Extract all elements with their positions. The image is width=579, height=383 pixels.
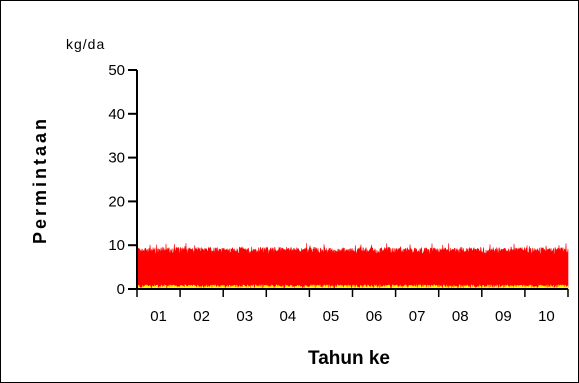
y-tick-label: 50 — [108, 62, 125, 79]
x-tick-label: 06 — [366, 308, 383, 325]
unit-label: kg/da — [66, 36, 105, 52]
x-tick-label: 07 — [409, 308, 426, 325]
y-tick-label: 20 — [108, 193, 125, 210]
x-ticks: 01 02 03 04 05 06 07 08 09 10 — [136, 289, 569, 325]
y-axis-title: Permintaan — [30, 116, 50, 244]
series-layer — [136, 243, 569, 291]
series-red — [136, 243, 569, 291]
y-ticks: 0 10 20 30 40 50 — [108, 62, 137, 298]
y-tick-label: 10 — [108, 237, 125, 254]
x-tick-label: 08 — [452, 308, 469, 325]
x-axis-title: Tahun ke — [308, 348, 390, 369]
x-tick-label: 02 — [193, 308, 210, 325]
y-tick-label: 30 — [108, 150, 125, 167]
x-tick-label: 09 — [495, 308, 512, 325]
y-tick-label: 0 — [117, 281, 125, 298]
x-tick-label: 03 — [236, 308, 253, 325]
x-tick-label: 01 — [150, 308, 167, 325]
y-tick-label: 40 — [108, 106, 125, 123]
x-tick-label: 05 — [323, 308, 340, 325]
x-tick-label: 04 — [280, 308, 297, 325]
x-tick-label: 10 — [538, 308, 555, 325]
